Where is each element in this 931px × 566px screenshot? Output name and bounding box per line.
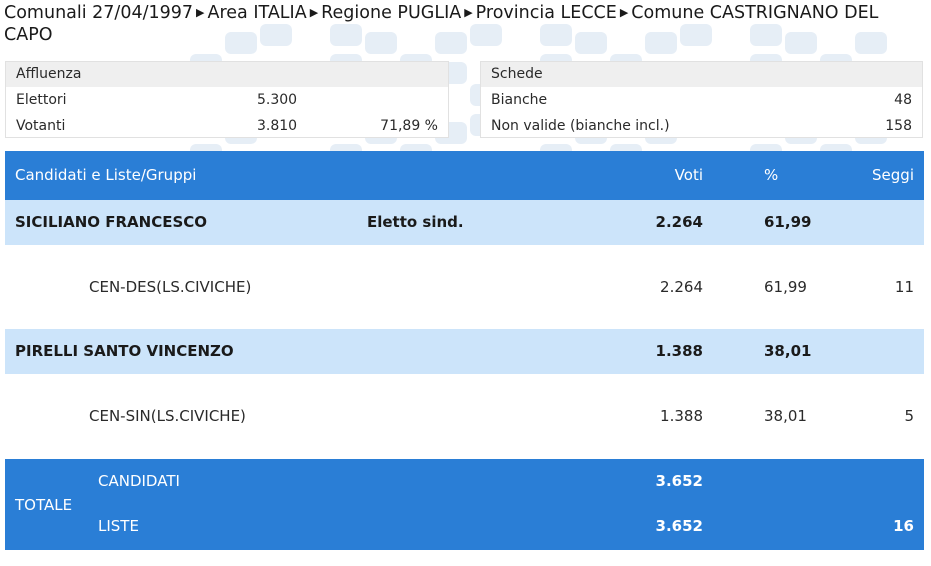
affluenza-row-votanti: Votanti 3.810 71,89 % [6,113,448,139]
schede-label: Non valide (bianche incl.) [491,118,670,134]
breadcrumb-item-region[interactable]: Regione PUGLIA [321,3,462,23]
affluenza-value: 5.300 [257,92,298,108]
candidate-name: PIRELLI SANTO VINCENZO [15,342,234,360]
list-row: CEN-DES(LS.CIVICHE) 2.264 61,99 11 [5,245,924,329]
schede-panel: Schede Bianche 48 Non valide (bianche in… [480,61,923,138]
schede-row-non-valide: Non valide (bianche incl.) 158 [481,113,922,139]
affluenza-value: 3.810 [257,118,298,134]
elected-note: Eletto sind. [367,213,464,231]
candidate-percent: 61,99 [764,213,812,231]
list-percent: 38,01 [764,407,807,425]
affluenza-title: Affluenza [6,62,448,87]
list-name: CEN-DES(LS.CIVICHE) [89,278,252,296]
totale-liste-label: LISTE [98,517,139,535]
triangle-right-icon: ▶ [309,6,319,19]
header-percent: % [764,166,779,184]
list-row: CEN-SIN(LS.CIVICHE) 1.388 38,01 5 [5,374,924,458]
breadcrumb-item-area[interactable]: Area ITALIA [207,3,307,23]
breadcrumb-item-comune[interactable]: Comune CASTRIGNANO DEL CAPO [4,3,879,45]
triangle-right-icon: ▶ [464,6,473,19]
totale-row: TOTALE CANDIDATI 3.652 LISTE 3.652 16 [5,459,924,550]
totale-candidati-row: CANDIDATI 3.652 [5,470,924,492]
list-voti: 2.264 [660,278,703,296]
breadcrumb-item-province[interactable]: Provincia LECCE [475,3,617,23]
list-voti: 1.388 [660,407,703,425]
list-percent: 61,99 [764,278,807,296]
schede-value: 158 [885,118,912,134]
schede-title: Schede [481,62,922,87]
schede-label: Bianche [491,92,548,108]
breadcrumb-item-election[interactable]: Comunali 27/04/1997 [4,3,194,23]
totale-liste-voti: 3.652 [655,517,703,535]
schede-row-bianche: Bianche 48 [481,87,922,113]
affluenza-label: Votanti [16,118,66,134]
candidate-row: SICILIANO FRANCESCO Eletto sind. 2.264 6… [5,200,924,245]
candidate-name: SICILIANO FRANCESCO [15,213,208,231]
list-seggi: 11 [894,278,914,296]
affluenza-label: Elettori [16,92,67,108]
totale-candidati-label: CANDIDATI [98,472,180,490]
breadcrumb: Comunali 27/04/1997 ▶ Area ITALIA ▶ Regione … [4,3,909,45]
affluenza-row-elettori: Elettori 5.300 [6,87,448,113]
results-table: Candidati e Liste/Gruppi Voti % Seggi SI… [5,151,924,458]
table-header: Candidati e Liste/Gruppi Voti % Seggi [5,151,924,200]
affluenza-panel: Affluenza Elettori 5.300 Votanti 3.810 7… [5,61,449,138]
triangle-right-icon: ▶ [196,6,205,19]
affluenza-percent: 71,89 % [380,118,438,134]
header-voti: Voti [674,166,703,184]
candidate-voti: 1.388 [655,342,703,360]
header-candidates: Candidati e Liste/Gruppi [15,166,197,184]
candidate-voti: 2.264 [655,213,703,231]
totale-liste-row: LISTE 3.652 16 [5,515,924,537]
header-seggi: Seggi [872,166,914,184]
triangle-right-icon: ▶ [619,6,629,19]
totale-label: TOTALE [15,496,73,514]
candidate-row: PIRELLI SANTO VINCENZO 1.388 38,01 [5,329,924,374]
list-name: CEN-SIN(LS.CIVICHE) [89,407,246,425]
totale-candidati-voti: 3.652 [655,472,703,490]
schede-value: 48 [894,92,912,108]
candidate-percent: 38,01 [764,342,812,360]
totale-liste-seggi: 16 [893,517,914,535]
list-seggi: 5 [904,407,914,425]
